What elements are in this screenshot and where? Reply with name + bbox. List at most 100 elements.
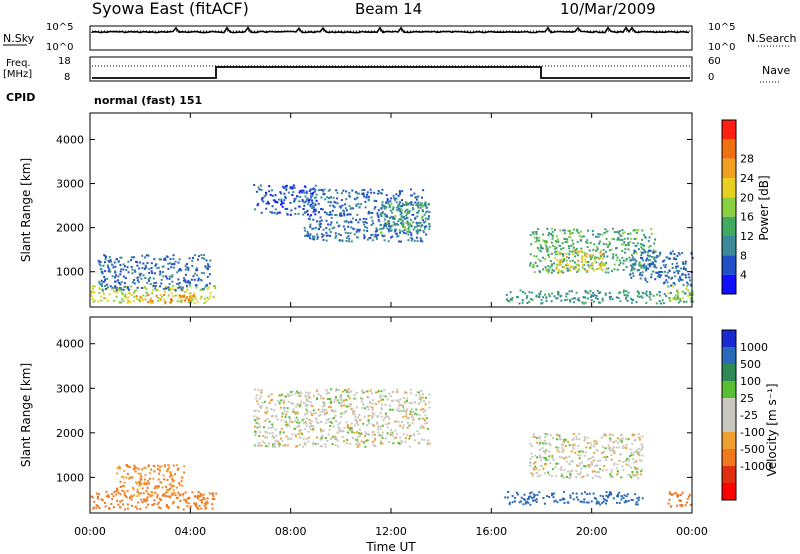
velocity-cell — [266, 431, 268, 434]
power-cell — [115, 274, 118, 277]
power-cell — [408, 226, 411, 229]
cpid-label: CPID — [6, 91, 35, 104]
power-cell — [510, 299, 513, 302]
power-cell — [120, 291, 123, 294]
power-cell — [139, 295, 142, 298]
velocity-cell — [133, 494, 136, 497]
power-cell — [626, 299, 629, 302]
power-cell — [337, 233, 340, 235]
power-cell — [304, 200, 307, 203]
velocity-cell — [290, 391, 292, 393]
power-cell — [271, 194, 274, 197]
power-cell — [604, 292, 607, 295]
velocity-cell — [595, 464, 598, 467]
power-cell — [172, 288, 175, 291]
power-cell — [326, 196, 329, 199]
power-cell — [613, 263, 616, 266]
velocity-cell — [263, 442, 266, 445]
velocity-cell — [312, 395, 315, 397]
power-cell — [631, 254, 633, 257]
power-cell — [377, 192, 380, 195]
velocity-cell — [615, 439, 617, 442]
velocity-cell — [533, 462, 536, 465]
velocity-cell — [179, 500, 182, 502]
power-cell — [168, 277, 171, 280]
power-cell — [335, 189, 338, 192]
power-cell — [180, 289, 183, 292]
velocity-cell — [183, 498, 186, 501]
power-cell — [509, 291, 512, 294]
power-cell — [691, 300, 694, 303]
power-cell — [562, 247, 565, 250]
power-cell — [283, 199, 286, 202]
velocity-cell — [319, 428, 322, 431]
power-cell — [600, 250, 602, 253]
velocity-cell — [367, 408, 370, 411]
power-cell — [690, 300, 693, 303]
velocity-cell — [307, 430, 310, 433]
power-cell — [417, 195, 420, 198]
power-cell — [92, 300, 95, 303]
power-cell — [317, 211, 320, 214]
power-cell — [419, 206, 422, 209]
power-cell — [334, 236, 337, 239]
power-cell — [581, 301, 584, 304]
power-cell — [408, 222, 411, 225]
power-cell — [192, 257, 194, 259]
power-cell — [652, 263, 655, 265]
power-cell — [405, 214, 408, 217]
power-cell — [153, 272, 156, 275]
power-cell — [596, 246, 599, 249]
power-cell — [185, 297, 188, 300]
velocity-cell — [406, 426, 409, 429]
power-cell — [554, 240, 557, 242]
power-cell — [382, 235, 385, 238]
power-cell — [637, 291, 640, 294]
velocity-cell — [201, 501, 203, 504]
power-cell — [549, 232, 552, 235]
velocity-cell — [121, 499, 124, 502]
velocity-cell — [125, 464, 128, 467]
velocity-cell — [196, 496, 199, 499]
power-cell — [339, 213, 342, 216]
power-cell — [537, 258, 540, 261]
velocity-cell — [327, 397, 329, 400]
power-cell — [669, 300, 672, 302]
power-cell — [381, 203, 384, 206]
velocity-cell — [125, 496, 128, 499]
power-cell — [604, 263, 607, 266]
velocity-cell — [286, 407, 289, 410]
power-cell — [408, 210, 411, 213]
power-cell — [207, 265, 210, 268]
velocity-cell — [579, 473, 581, 476]
velocity-cell — [195, 502, 198, 505]
power-cell — [587, 292, 590, 295]
power-cell — [577, 254, 579, 257]
power-cell — [546, 250, 549, 253]
power-cell — [196, 268, 199, 271]
velocity-cell — [680, 499, 683, 502]
velocity-cell — [591, 470, 594, 473]
power-cell — [544, 244, 547, 246]
power-cell — [208, 282, 211, 285]
power-cell — [100, 279, 103, 282]
power-cell — [639, 272, 642, 274]
power-cell — [378, 220, 381, 223]
power-cell — [168, 301, 171, 304]
velocity-cell — [325, 411, 328, 414]
velocity-cell — [124, 508, 126, 511]
power-cell — [533, 271, 536, 274]
power-cell — [375, 227, 378, 230]
nave-label: Nave — [762, 64, 790, 77]
velocity-colorbar-swatch — [722, 415, 736, 432]
power-cell — [290, 209, 293, 212]
velocity-cell — [156, 485, 159, 488]
velocity-cell — [553, 500, 556, 503]
velocity-cell — [183, 465, 186, 468]
velocity-cell — [189, 505, 192, 508]
velocity-cell — [631, 432, 634, 435]
velocity-cell — [181, 484, 184, 487]
power-cell — [114, 285, 117, 288]
velocity-cell — [253, 443, 256, 446]
velocity-cell — [309, 421, 311, 424]
